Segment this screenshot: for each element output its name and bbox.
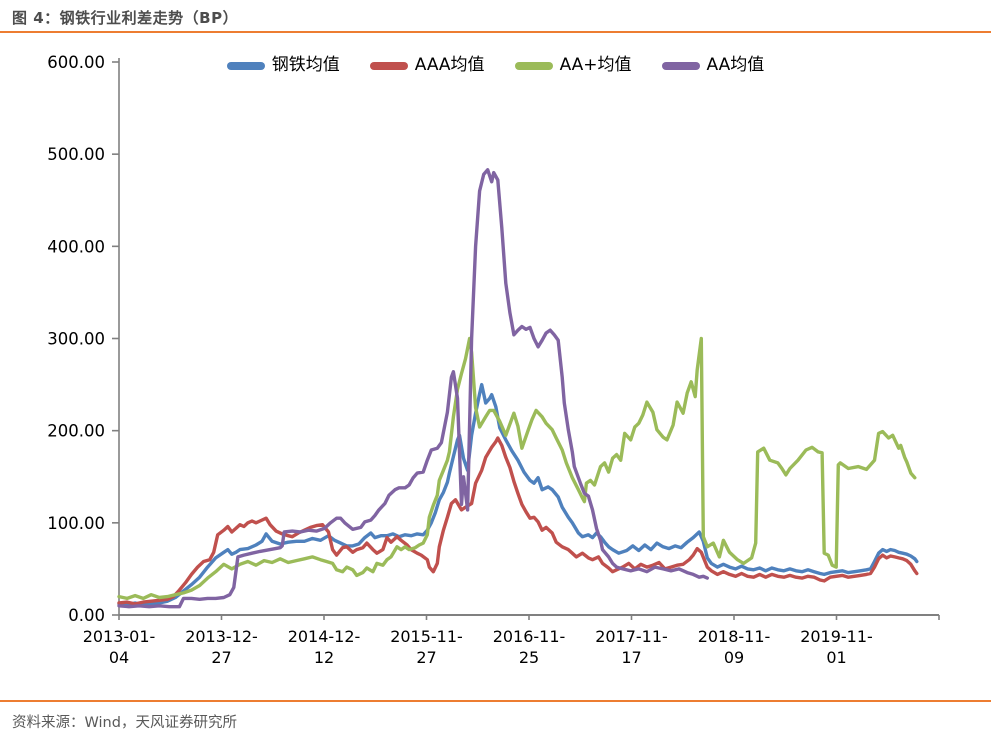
y-tick-label: 100.00 xyxy=(47,514,105,533)
series-line-3 xyxy=(117,168,709,609)
y-tick-label: 400.00 xyxy=(47,237,105,256)
chart-legend: 钢铁均值 AAA均值 AA+均值 AA均值 xyxy=(0,57,991,74)
x-tick-label: 2013-01-04 xyxy=(83,627,156,667)
figure-title: 图 4：钢铁行业利差走势（BP） xyxy=(12,9,239,27)
y-tick-label: 300.00 xyxy=(47,330,105,349)
footer-divider xyxy=(0,700,991,702)
legend-label: AAA均值 xyxy=(414,55,485,75)
y-tick-label: 0.00 xyxy=(68,606,105,625)
x-tick-label: 2017-11-17 xyxy=(595,627,668,667)
y-tick-label: 600.00 xyxy=(47,53,105,72)
legend-label: 钢铁均值 xyxy=(271,55,340,75)
x-tick-label: 2018-11-09 xyxy=(698,627,771,667)
source-note: 资料来源：Wind，天风证券研究所 xyxy=(12,715,237,731)
legend-label: AA+均值 xyxy=(559,55,632,75)
x-tick-label: 2014-12-12 xyxy=(288,627,361,667)
legend-item: AAA均值 xyxy=(369,55,485,75)
legend-item: AA均值 xyxy=(661,55,765,75)
legend-label: AA均值 xyxy=(706,55,765,75)
series-line-0 xyxy=(117,382,919,607)
legend-swatch xyxy=(369,61,408,70)
series-line-2 xyxy=(117,336,917,601)
y-tick-label: 500.00 xyxy=(47,145,105,164)
legend-swatch xyxy=(661,61,700,70)
x-tick-label: 2015-11-27 xyxy=(390,627,463,667)
legend-item: AA+均值 xyxy=(514,55,632,75)
x-tick-label: 2016-11-25 xyxy=(493,627,566,667)
legend-item: 钢铁均值 xyxy=(226,55,340,75)
legend-swatch xyxy=(226,61,265,70)
series-line-1 xyxy=(117,436,919,606)
y-tick-label: 200.00 xyxy=(47,422,105,441)
title-divider xyxy=(0,31,991,33)
x-tick-label: 2019-11-01 xyxy=(800,627,873,667)
x-tick-label: 2013-12-27 xyxy=(185,627,258,667)
legend-swatch xyxy=(514,61,553,70)
